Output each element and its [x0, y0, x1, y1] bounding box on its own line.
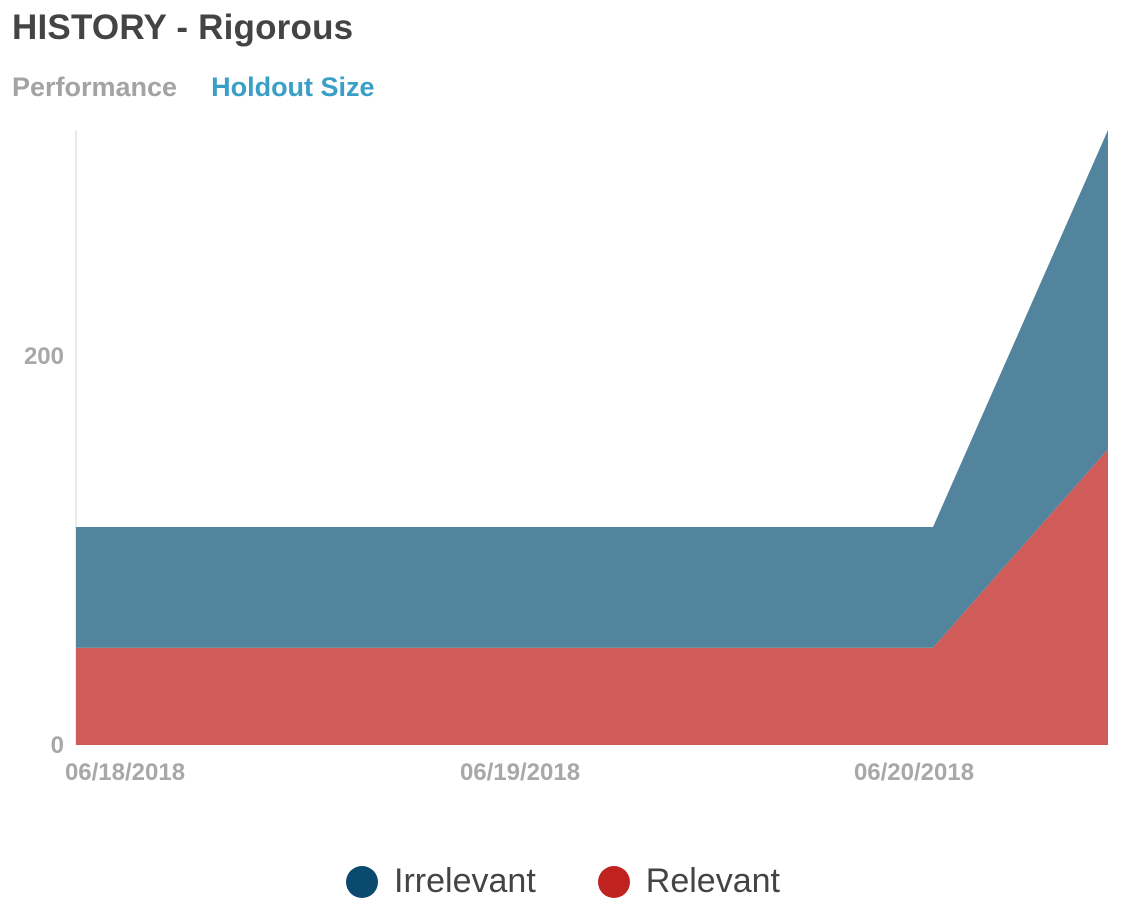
chart-tabs: Performance Holdout Size	[12, 72, 375, 103]
tab-performance[interactable]: Performance	[12, 72, 178, 102]
y-tick-label: 200	[24, 343, 64, 370]
tab-holdout-size[interactable]: Holdout Size	[211, 72, 375, 102]
x-tick-label: 06/19/2018	[460, 759, 580, 786]
legend-swatch-irrelevant	[346, 865, 379, 898]
legend-label-relevant: Relevant	[645, 862, 780, 900]
chart-legend: Irrelevant Relevant	[0, 862, 1126, 901]
legend-swatch-relevant	[597, 865, 630, 898]
legend-label-irrelevant: Irrelevant	[394, 862, 536, 900]
area-series-group	[76, 130, 1108, 745]
chart-title: HISTORY - Rigorous	[12, 8, 354, 47]
x-tick-label: 06/20/2018	[854, 759, 974, 786]
x-axis-ticks: 06/18/2018 06/19/2018 06/20/2018	[65, 759, 974, 786]
legend-item-irrelevant[interactable]: Irrelevant	[346, 862, 536, 901]
area-irrelevant	[76, 130, 1108, 648]
area-chart: 0 200 06/18/2018 06/19/2018 06/20/2018	[24, 130, 1108, 786]
area-relevant	[76, 449, 1108, 745]
y-axis-ticks: 0 200	[24, 343, 64, 759]
legend-item-relevant[interactable]: Relevant	[597, 862, 780, 901]
y-tick-label: 0	[51, 732, 64, 759]
x-tick-label: 06/18/2018	[65, 759, 185, 786]
